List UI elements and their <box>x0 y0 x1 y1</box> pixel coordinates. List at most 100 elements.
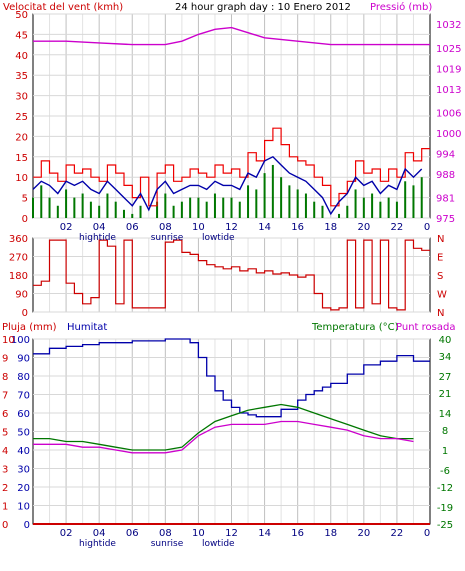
humidity-tick-label: 0 <box>24 520 30 531</box>
x-axis-hour-label: 16 <box>291 222 304 233</box>
x-axis-hour-label: 18 <box>324 222 337 233</box>
dewpoint-axis-title: Punt rosada <box>396 322 455 333</box>
lowtide-label: lowtide <box>202 539 235 549</box>
wind-gust-line <box>33 127 430 207</box>
x-axis-hour-label: 12 <box>225 528 238 539</box>
temperature-tick-label: 21 <box>439 389 452 400</box>
rain-tick-label: 1 <box>2 502 8 513</box>
pressure-tick-label: 988 <box>436 170 455 181</box>
humidity-tick-label: 30 <box>17 465 30 476</box>
wind-speed-tick-label: 20 <box>15 132 28 143</box>
wind-speed-tick-label: 10 <box>15 173 28 184</box>
x-axis-hour-label: 16 <box>291 528 304 539</box>
x-axis-hour-label: 04 <box>93 528 106 539</box>
temperature-axis-title: Temperatura (°C) <box>311 322 399 333</box>
humidity-tick-label: 20 <box>17 483 30 494</box>
pressure-tick-label: 994 <box>436 149 455 160</box>
humidity-tick-label: 100 <box>11 335 30 346</box>
x-axis-hour-label: 02 <box>60 528 73 539</box>
pressure-tick-label: 1000 <box>436 129 461 140</box>
rain-axis-title: Pluja (mm) <box>2 322 57 333</box>
x-axis-hour-label: 06 <box>126 528 139 539</box>
humidity-tick-label: 60 <box>17 409 30 420</box>
pressure-line <box>33 26 430 46</box>
chart-title: 24 hour graph day : 10 Enero 2012 <box>175 2 351 13</box>
lowtide-label: lowtide <box>202 233 235 243</box>
pressure-axis-title: Pressió (mb) <box>370 1 432 13</box>
wind-speed-tick-label: 0 <box>22 214 28 225</box>
direction-tick-label: 270 <box>9 253 28 264</box>
x-axis-hour-label: 08 <box>159 528 172 539</box>
x-axis-hour-label: 14 <box>258 528 271 539</box>
humidity-tick-label: 50 <box>17 428 30 439</box>
wind-direction-line <box>33 239 430 311</box>
rain-tick-label: 2 <box>2 483 8 494</box>
x-axis-hour-label: 20 <box>357 528 370 539</box>
temperature-tick-label: -25 <box>437 520 453 531</box>
axis-labels-layer: 0510152025303540455097598198899410001006… <box>2 10 461 549</box>
pressure-tick-label: 1025 <box>436 44 461 55</box>
x-axis-hour-label: 0 <box>424 222 430 233</box>
x-axis-hour-label: 06 <box>126 222 139 233</box>
temperature-tick-label: 8 <box>442 426 448 437</box>
humidity-tick-label: 80 <box>17 372 30 383</box>
temperature-tick-label: 27 <box>439 372 452 383</box>
x-axis-hour-label: 22 <box>391 222 404 233</box>
x-axis-hour-label: 22 <box>391 528 404 539</box>
sunrise-label: sunrise <box>151 233 184 243</box>
pressure-tick-label: 1006 <box>436 109 461 120</box>
humidity-axis-title: Humitat <box>67 322 107 333</box>
temperature-line <box>33 403 414 451</box>
temperature-tick-label: -12 <box>437 483 453 494</box>
pressure-tick-label: 981 <box>436 194 455 205</box>
x-axis-hour-label: 08 <box>159 222 172 233</box>
compass-tick-label: N <box>437 308 444 319</box>
humidity-line <box>33 338 430 418</box>
hightide-label: hightide <box>79 539 116 549</box>
humidity-tick-label: 10 <box>17 502 30 513</box>
humidity-tick-label: 40 <box>17 446 30 457</box>
wind-speed-tick-label: 30 <box>15 92 28 103</box>
x-axis-hour-label: 14 <box>258 222 271 233</box>
x-axis-hour-label: 18 <box>324 528 337 539</box>
rain-tick-label: 10 <box>2 335 15 346</box>
series-layer <box>32 26 430 525</box>
compass-tick-label: W <box>437 290 447 301</box>
wind-speed-tick-label: 5 <box>22 194 28 205</box>
x-axis-hour-label: 12 <box>225 222 238 233</box>
direction-tick-label: 0 <box>22 308 28 319</box>
pressure-tick-label: 1013 <box>436 85 461 96</box>
temperature-tick-label: -6 <box>440 466 450 477</box>
humidity-tick-label: 70 <box>17 391 30 402</box>
humidity-tick-label: 90 <box>17 354 30 365</box>
rain-tick-label: 6 <box>2 409 8 420</box>
wind-average-line <box>32 155 423 216</box>
direction-tick-label: 90 <box>15 290 28 301</box>
x-axis-hour-label: 04 <box>93 222 106 233</box>
compass-tick-label: S <box>437 271 443 282</box>
temperature-tick-label: 34 <box>439 352 452 363</box>
x-axis-hour-label: 0 <box>424 528 430 539</box>
wind-speed-tick-label: 50 <box>15 10 28 21</box>
rain-tick-label: 5 <box>2 428 8 439</box>
temperature-tick-label: 14 <box>439 409 452 420</box>
x-axis-hour-label: 10 <box>192 222 205 233</box>
rain-tick-label: 7 <box>2 391 8 402</box>
rain-tick-label: 9 <box>2 354 8 365</box>
wind-speed-tick-label: 45 <box>15 30 28 41</box>
temperature-tick-label: 1 <box>442 446 448 457</box>
dewpoint-line <box>33 420 414 454</box>
rain-tick-label: 3 <box>2 465 8 476</box>
x-axis-hour-label: 02 <box>60 222 73 233</box>
x-axis-hour-label: 10 <box>192 528 205 539</box>
temperature-tick-label: 40 <box>439 335 452 346</box>
wind-speed-tick-label: 40 <box>15 51 28 62</box>
compass-tick-label: N <box>437 234 444 245</box>
compass-tick-label: E <box>437 253 443 264</box>
wind-speed-tick-label: 35 <box>15 71 28 82</box>
wind-speed-tick-label: 15 <box>15 153 28 164</box>
rain-tick-label: 0 <box>2 520 8 531</box>
direction-tick-label: 180 <box>9 271 28 282</box>
